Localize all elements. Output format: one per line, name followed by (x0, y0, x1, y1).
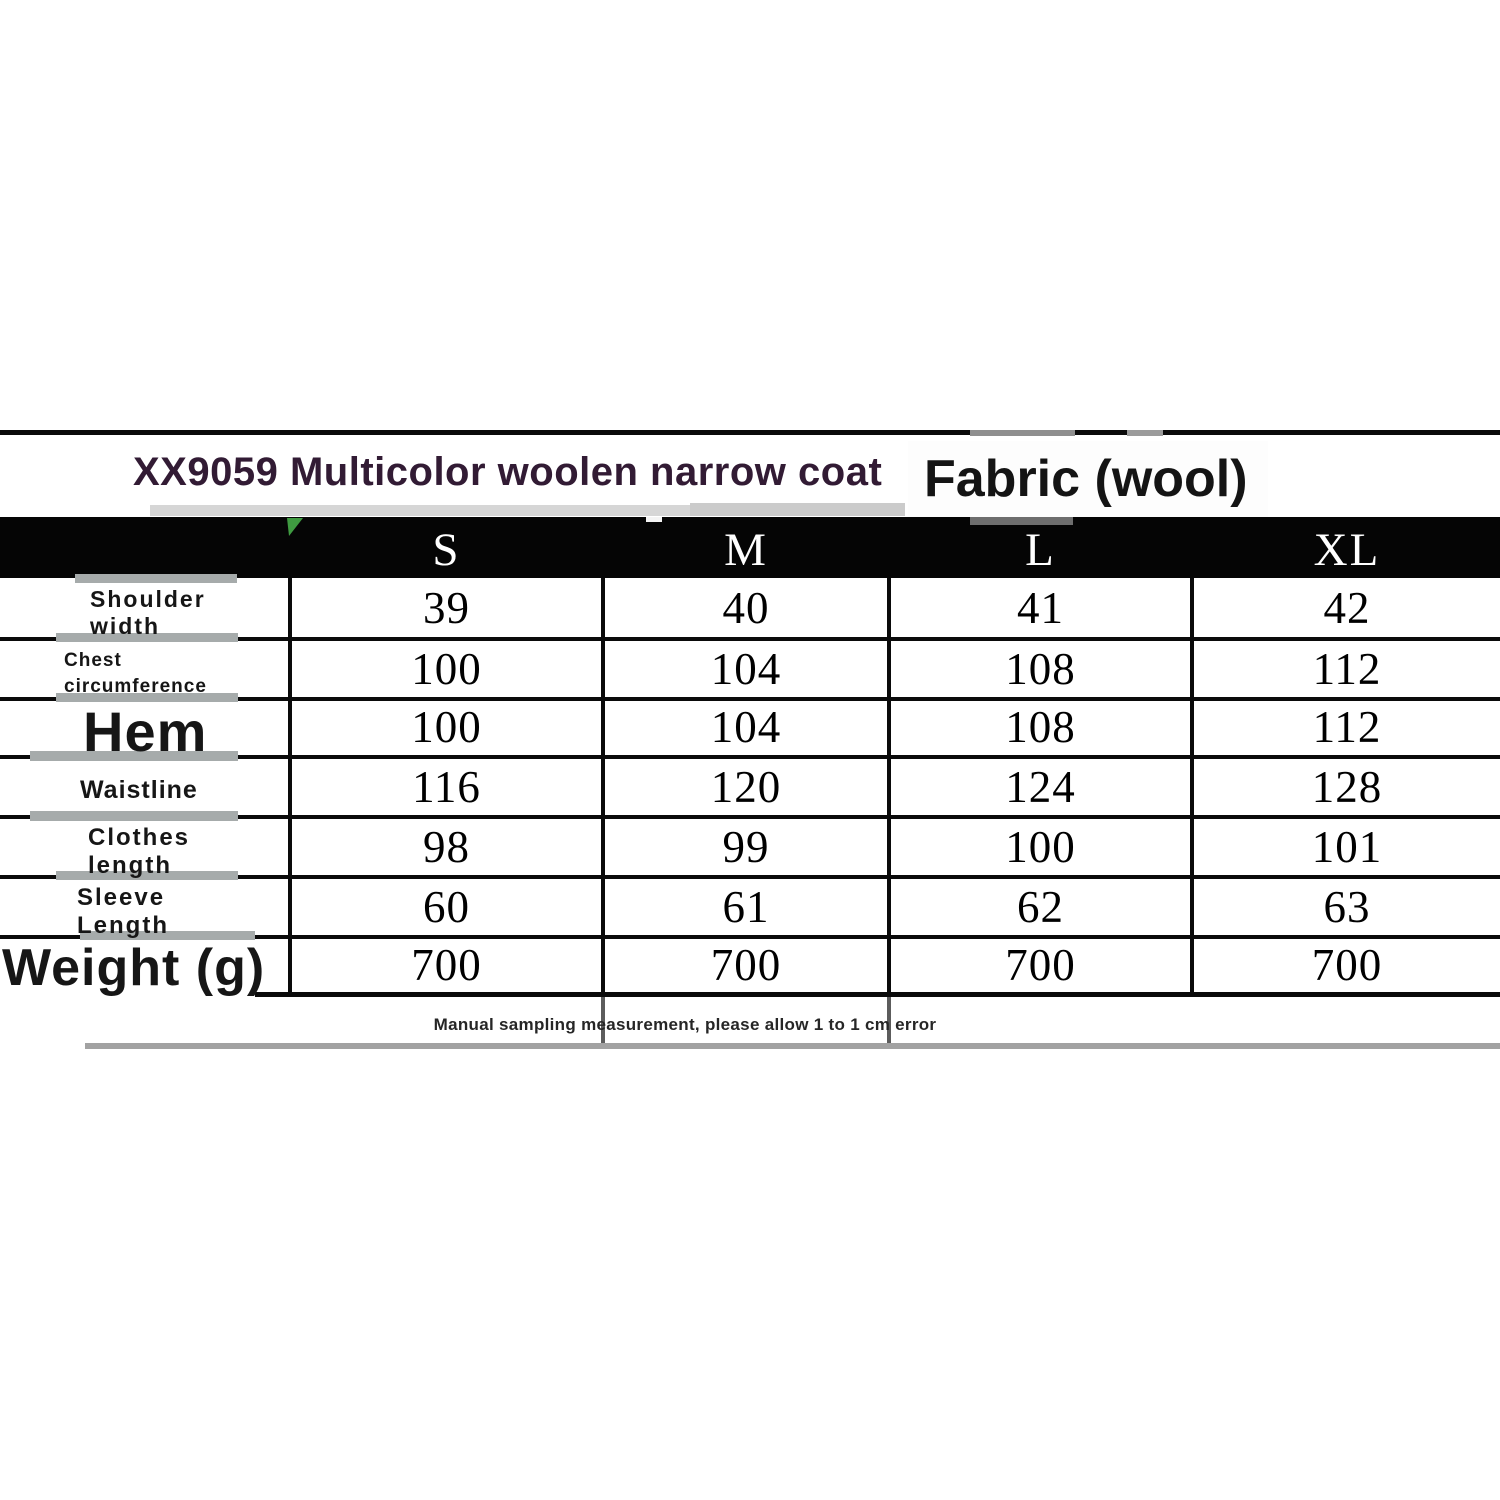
header-band-smudge (970, 517, 1073, 525)
cell-hem-l: 108 (1005, 702, 1076, 752)
top-border-smudge (1127, 430, 1163, 436)
cell-sleeve-s: 60 (423, 882, 470, 932)
cell-chest-s: 100 (411, 644, 482, 694)
label-patch-edge (56, 693, 238, 702)
cell-chest-l: 108 (1005, 644, 1076, 694)
label-patch-edge (30, 811, 238, 821)
note-divider-line (887, 997, 891, 1047)
cell-hem-m: 104 (710, 702, 782, 752)
table-horizontal-line (0, 875, 1500, 879)
table-vertical-line (887, 578, 891, 997)
label-patch-edge (80, 931, 255, 940)
label-patch-edge (75, 574, 237, 583)
cell-hem-s: 100 (411, 702, 482, 752)
cell-waist-xl: 128 (1311, 762, 1383, 812)
gray-smudge (690, 503, 905, 516)
product-title: XX9059 Multicolor woolen narrow coat (133, 450, 883, 494)
cell-clothes-l: 100 (1005, 822, 1076, 872)
cell-weight-l: 700 (1005, 939, 1076, 990)
cell-sleeve-xl: 63 (1323, 882, 1371, 932)
fabric-label: Fabric (wool) (924, 450, 1248, 508)
top-border-smudge (970, 430, 1075, 436)
table-bottom-line (255, 992, 1500, 997)
cell-shoulder-xl: 42 (1323, 582, 1371, 633)
table-horizontal-line (0, 755, 1500, 759)
cell-shoulder-s: 39 (423, 582, 470, 633)
row-label-sleeve-length: Sleeve Length (77, 884, 169, 940)
column-header-m: M (724, 524, 768, 576)
cell-weight-s: 700 (411, 939, 482, 990)
table-vertical-line (601, 578, 605, 997)
row-label-clothes-length: Clothes length (88, 824, 191, 880)
cell-clothes-s: 98 (423, 822, 470, 872)
fabric-label-patch: Fabric (wool) (908, 441, 1268, 522)
row-label-waistline: Waistline (80, 776, 198, 804)
cell-shoulder-l: 41 (1017, 582, 1064, 633)
cell-clothes-xl: 101 (1311, 822, 1383, 872)
label-patch-edge (30, 751, 238, 761)
cell-sleeve-m: 61 (722, 882, 770, 932)
column-header-xl: XL (1313, 524, 1381, 576)
column-header-s: S (432, 524, 461, 576)
green-corner-marker-icon (287, 518, 303, 536)
column-header-l: L (1025, 524, 1056, 576)
table-horizontal-line (0, 935, 1500, 939)
note-divider-line (601, 997, 605, 1047)
cell-shoulder-m: 40 (722, 582, 770, 633)
table-horizontal-line (0, 637, 1500, 641)
row-label-weight: Weight (g) (2, 939, 266, 997)
cell-chest-m: 104 (710, 644, 782, 694)
row-label-hem: Hem (83, 700, 208, 763)
cell-sleeve-l: 62 (1017, 882, 1064, 932)
table-vertical-line (1190, 578, 1194, 997)
label-patch-edge (56, 871, 238, 880)
label-patch (0, 942, 254, 1000)
label-patch-edge (56, 633, 238, 642)
cell-waist-l: 124 (1005, 762, 1076, 812)
cell-weight-xl: 700 (1311, 939, 1383, 990)
gray-smudge (150, 505, 880, 516)
measurement-note: Manual sampling measurement, please allo… (433, 1015, 937, 1034)
top-border-line (0, 430, 1500, 435)
bottom-gray-line (85, 1043, 1500, 1049)
header-band-notch (646, 517, 662, 522)
table-horizontal-line (0, 697, 1500, 701)
table-header-band (0, 517, 1500, 578)
cell-clothes-m: 99 (722, 822, 770, 872)
cell-chest-xl: 112 (1312, 644, 1382, 694)
cell-weight-m: 700 (710, 939, 782, 990)
cell-waist-s: 116 (412, 762, 481, 812)
table-vertical-line (288, 578, 292, 997)
row-label-shoulder-width: Shoulder width (90, 586, 206, 640)
cell-waist-m: 120 (710, 762, 782, 812)
table-horizontal-line (0, 815, 1500, 819)
row-label-chest-circumference: Chest circumference (64, 650, 207, 697)
cell-hem-xl: 112 (1312, 702, 1382, 752)
